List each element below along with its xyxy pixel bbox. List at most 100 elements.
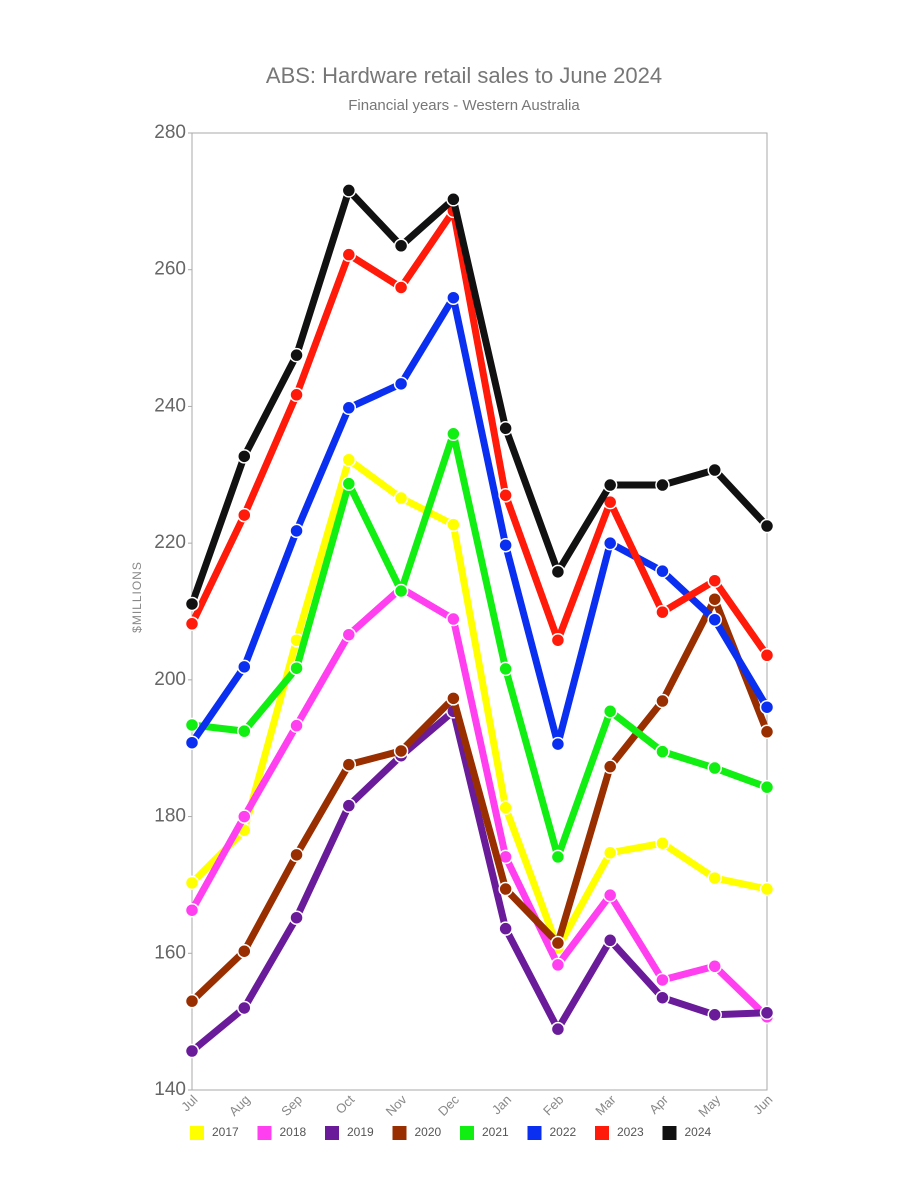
data-point (237, 507, 252, 523)
data-point (759, 1005, 775, 1021)
legend-swatch (190, 1126, 204, 1140)
data-point (393, 280, 409, 295)
data-point (655, 693, 670, 709)
x-tick-label: Apr (646, 1091, 671, 1116)
data-point (550, 849, 566, 865)
data-point (237, 723, 252, 739)
data-point (759, 779, 775, 795)
legend-swatch (662, 1126, 677, 1140)
data-point (655, 990, 670, 1005)
legend-swatch (595, 1126, 609, 1140)
data-point (341, 476, 357, 491)
data-point (289, 847, 304, 863)
data-point (550, 564, 566, 580)
x-tick-label: Nov (383, 1092, 410, 1119)
data-point (289, 718, 304, 733)
y-tick-label: 160 (154, 942, 186, 963)
data-point (289, 387, 304, 403)
data-point (446, 290, 461, 305)
data-point (602, 704, 618, 719)
data-point (341, 183, 357, 198)
x-tick-label: Aug (226, 1092, 253, 1119)
legend-label: 2021 (482, 1125, 509, 1139)
data-point (446, 426, 461, 442)
data-point (707, 959, 722, 974)
data-point (393, 490, 409, 506)
data-point (602, 933, 618, 948)
data-point (759, 724, 775, 740)
data-point (184, 616, 200, 632)
data-point (341, 798, 357, 813)
data-point (498, 881, 513, 897)
data-point (393, 376, 409, 392)
data-point (550, 935, 566, 951)
data-point (289, 910, 304, 925)
data-point (655, 563, 670, 579)
data-point (184, 717, 200, 733)
data-point (655, 477, 670, 493)
data-point (707, 612, 722, 627)
data-point (707, 1007, 722, 1023)
legend-swatch (460, 1126, 474, 1140)
data-point (759, 647, 775, 663)
data-point (655, 972, 670, 988)
data-point (184, 875, 200, 891)
data-point (498, 661, 513, 677)
legend-label: 2017 (212, 1125, 239, 1139)
x-tick-label: Dec (435, 1092, 462, 1119)
data-point (393, 238, 409, 254)
legend-label: 2019 (347, 1125, 374, 1139)
x-tick-label: May (695, 1092, 723, 1120)
data-point (446, 611, 461, 627)
legend-label: 2018 (280, 1125, 307, 1139)
data-point (498, 421, 513, 436)
data-point (655, 604, 670, 620)
data-point (759, 881, 775, 897)
y-tick-label: 200 (154, 669, 186, 690)
chart-subtitle: Financial years - Western Australia (348, 97, 580, 114)
data-point (498, 921, 513, 936)
x-tick-label: Jan (489, 1092, 514, 1117)
data-point (393, 583, 409, 599)
data-point (184, 1043, 200, 1059)
legend-label: 2020 (415, 1125, 442, 1139)
x-tick-label: Oct (332, 1092, 357, 1117)
data-point (341, 247, 357, 262)
data-point (602, 845, 618, 861)
x-tick-label: Feb (540, 1092, 566, 1118)
data-point (498, 488, 513, 503)
legend-label: 2024 (685, 1125, 712, 1139)
y-tick-label: 140 (154, 1079, 186, 1100)
y-tick-label: 260 (154, 259, 186, 280)
chart-title: ABS: Hardware retail sales to June 2024 (266, 63, 662, 88)
data-point (759, 518, 775, 534)
data-point (184, 902, 200, 918)
data-point (550, 632, 566, 648)
data-point (707, 462, 722, 478)
y-tick-label: 220 (154, 532, 186, 553)
data-point (184, 596, 200, 612)
data-point (237, 659, 252, 675)
data-point (550, 957, 566, 973)
y-tick-label: 240 (154, 395, 186, 416)
series-line (188, 584, 770, 1020)
x-tick-label: Sep (278, 1092, 305, 1119)
data-point (341, 627, 357, 642)
data-point (602, 759, 618, 774)
data-point (602, 477, 618, 493)
plot-frame (191, 132, 768, 1091)
data-point (289, 347, 304, 363)
data-point (655, 835, 670, 851)
data-point (446, 192, 461, 207)
data-point (341, 400, 357, 416)
legend-swatch (325, 1126, 339, 1140)
data-point (759, 699, 775, 715)
data-point (707, 870, 722, 886)
series-line (189, 707, 768, 1054)
y-axis-label: $MILLIONS (130, 561, 144, 633)
legend-label: 2023 (617, 1125, 644, 1139)
data-point (498, 537, 513, 553)
data-point (237, 449, 252, 464)
data-point (446, 517, 461, 532)
